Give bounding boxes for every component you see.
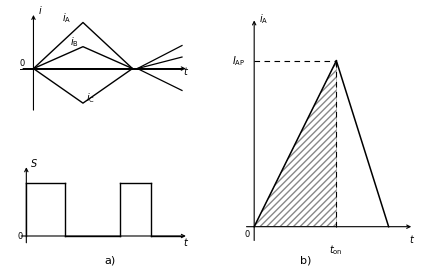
Text: S: S: [31, 159, 37, 169]
Text: 0: 0: [19, 59, 25, 68]
Text: $i_{\rm A}$: $i_{\rm A}$: [259, 13, 268, 26]
Text: $i_{\rm B}$: $i_{\rm B}$: [70, 36, 78, 49]
Text: b): b): [300, 256, 311, 266]
Text: t: t: [183, 67, 187, 78]
Text: $I_{\rm AP}$: $I_{\rm AP}$: [232, 54, 245, 68]
Text: t: t: [409, 235, 413, 245]
Text: t: t: [184, 238, 187, 247]
Text: 0: 0: [17, 232, 23, 241]
Text: $i_{\rm C}$: $i_{\rm C}$: [86, 92, 95, 105]
Text: $i_{\rm A}$: $i_{\rm A}$: [61, 11, 71, 25]
Text: i: i: [39, 6, 41, 16]
Text: 0: 0: [244, 230, 249, 239]
Text: $t_{\rm on}$: $t_{\rm on}$: [329, 243, 343, 257]
Text: a): a): [105, 256, 116, 266]
